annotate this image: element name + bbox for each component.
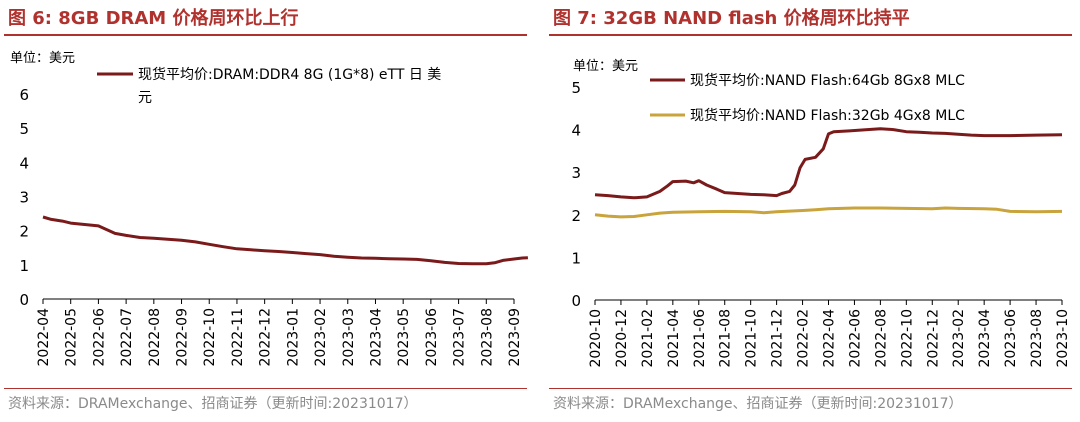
figure-7-unit-label: 单位：美元 (573, 59, 638, 74)
figure-6-y-tick-label: 6 (19, 86, 29, 104)
figure-7-series-line-2 (594, 206, 1063, 219)
figure-7-x-tick-label: 2021-06 (692, 309, 708, 368)
figure-6-x-tick-label: 2022-07 (119, 308, 135, 367)
figure-7-title-text: 32GB NAND flash 价格周环比持平 (603, 8, 910, 29)
figure-7-x-tick-label: 2022-06 (847, 309, 863, 368)
figure-6-x-tick-label: 2023-01 (285, 308, 301, 367)
figure-7-x-tick-label: 2022-02 (796, 309, 812, 368)
figure-7-panel: 图 7: 32GB NAND flash 价格周环比持平 单位：美元 现货平均价… (545, 0, 1080, 422)
figure-6-series-line-1 (42, 215, 528, 266)
figure-7-legend-label-1: 现货平均价:NAND Flash:64Gb 8Gx8 MLC (690, 72, 965, 89)
figure-7-x-tick-label: 2021-12 (770, 309, 786, 368)
figure-7-y-tick-label: 4 (571, 122, 581, 140)
figure-7-x-tick-label: 2023-06 (1003, 309, 1019, 368)
figure-7-y-tick-label: 5 (571, 79, 581, 97)
figure-6-x-tick-label: 2023-04 (368, 308, 384, 367)
figure-7-label: 图 7: (553, 8, 597, 29)
figure-6-x-tick-label: 2022-09 (175, 308, 191, 367)
figure-6-x-tick-label: 2022-08 (147, 308, 163, 367)
figure-7-y-tick-label: 3 (571, 164, 581, 182)
figure-6-y-tick-label: 0 (19, 291, 29, 309)
figure-6-x-tick-label: 2022-05 (64, 308, 80, 367)
figure-7-legend-label-2: 现货平均价:NAND Flash:32Gb 4Gx8 MLC (690, 107, 965, 124)
figure-6-legend-line2: 元 (138, 90, 152, 106)
figure-6-y-tick-label: 3 (19, 189, 29, 207)
figure-6-x-tick-label: 2023-09 (507, 308, 523, 367)
figure-7-x-tick-label: 2023-02 (951, 309, 967, 368)
figure-7-x-tick-label: 2023-08 (1029, 309, 1045, 368)
figure-7-chart: 单位：美元 现货平均价:NAND Flash:64Gb 8Gx8 MLC 现货平… (571, 59, 1071, 368)
figure-6-x-tick-label: 2023-06 (424, 308, 440, 367)
figure-6-y-tick-label: 5 (19, 120, 29, 138)
figure-6-title: 图 6: 8GB DRAM 价格周环比上行 (8, 4, 298, 30)
figure-6-legend-line1: 现货平均价:DRAM:DDR4 8G (1G*8) eTT 日 美 (138, 66, 441, 83)
figure-6-title-rule (4, 34, 527, 36)
figure-6-x-tick-label: 2022-04 (36, 308, 52, 367)
figure-6-x-tick-label: 2022-11 (230, 308, 246, 367)
figure-7-x-tick-label: 2022-10 (899, 309, 915, 368)
figure-7-y-tick-label: 2 (571, 207, 581, 225)
figure-7-x-tick-label: 2021-10 (744, 309, 760, 368)
figure-6-label: 图 6: (8, 8, 52, 29)
figure-7-source: 资料来源：DRAMexchange、招商证券（更新时间:20231017） (553, 396, 963, 412)
figure-6-x-tick-label: 2023-05 (396, 308, 412, 367)
figure-7-x-tick-label: 2022-12 (925, 309, 941, 368)
figure-7-x-tick-label: 2023-10 (1055, 309, 1071, 368)
figure-6-source-rule (4, 388, 527, 389)
figure-6-x-tick-label: 2023-03 (341, 308, 357, 367)
figure-6-x-tick-label: 2022-12 (258, 308, 274, 367)
figure-6-x-tick-label: 2023-07 (452, 308, 468, 367)
figure-7-x-tick-label: 2021-08 (718, 309, 734, 368)
figure-7-x-tick-label: 2020-12 (614, 309, 630, 368)
figure-7-series-line-1 (594, 127, 1063, 200)
figure-6-x-tick-label: 2022-10 (202, 308, 218, 367)
figure-6-chart: 单位：美元 现货平均价:DRAM:DDR4 8G (1G*8) eTT 日 美 … (10, 51, 528, 367)
figure-7-x-tick-label: 2023-04 (977, 309, 993, 368)
figure-6-x-tick-label: 2022-06 (91, 308, 107, 367)
figure-7-source-rule (549, 388, 1072, 389)
figure-6-y-tick-label: 4 (19, 154, 29, 172)
figure-7-title: 图 7: 32GB NAND flash 价格周环比持平 (553, 4, 910, 30)
figure-6-x-tick-label: 2023-02 (313, 308, 329, 367)
figure-7-y-tick-label: 0 (571, 292, 581, 310)
figure-6-title-text: 8GB DRAM 价格周环比上行 (58, 8, 299, 29)
figure-7-y-tick-label: 1 (571, 249, 581, 267)
figure-7-x-tick-label: 2021-04 (666, 309, 682, 368)
figure-6-unit-label: 单位：美元 (10, 51, 75, 66)
figure-7-x-tick-label: 2020-10 (588, 309, 604, 368)
figure-6-panel: 图 6: 8GB DRAM 价格周环比上行 单位：美元 现货平均价:DRAM:D… (0, 0, 535, 422)
figure-7-x-tick-label: 2022-04 (822, 309, 838, 368)
figure-7-x-tick-label: 2021-02 (640, 309, 656, 368)
figure-6-y-tick-label: 1 (19, 257, 29, 275)
figure-6-source: 资料来源：DRAMexchange、招商证券（更新时间:20231017） (8, 396, 418, 412)
figure-7-x-tick-label: 2022-08 (873, 309, 889, 368)
figure-6-y-tick-label: 2 (19, 223, 29, 241)
figure-7-title-rule (549, 34, 1072, 36)
figure-6-x-tick-label: 2023-08 (479, 308, 495, 367)
